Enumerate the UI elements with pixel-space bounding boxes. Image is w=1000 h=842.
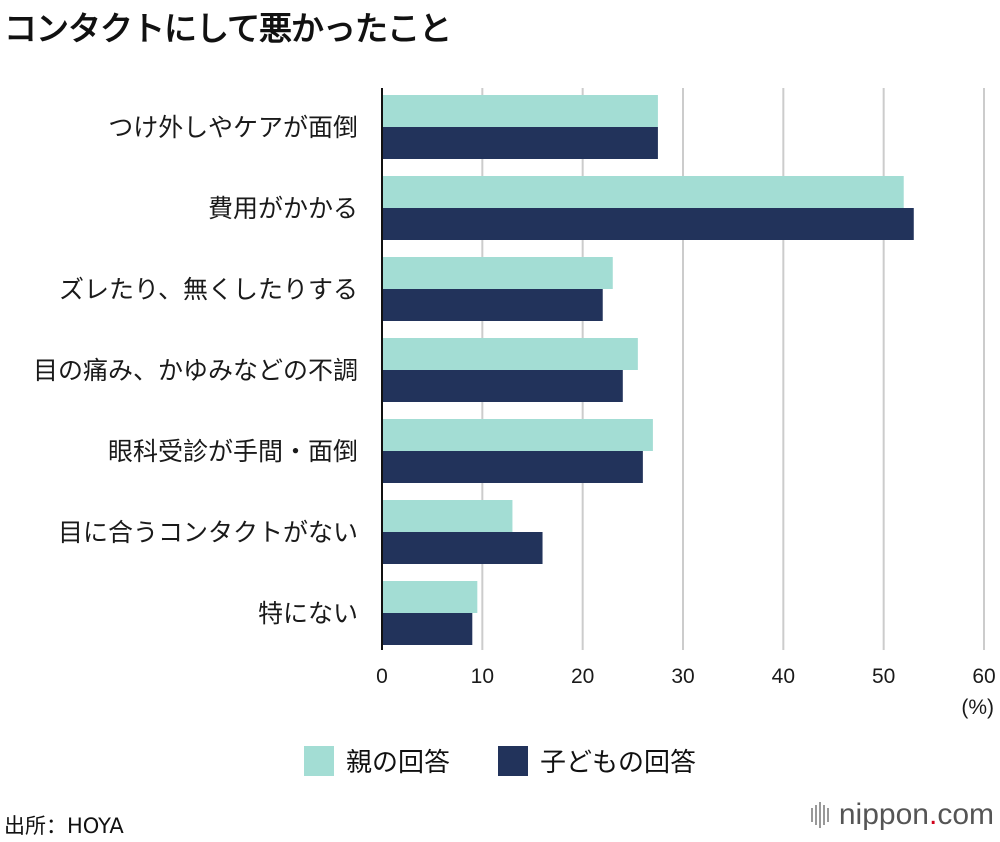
bar-parent-6 — [382, 581, 478, 613]
bar-child-3 — [382, 370, 623, 402]
x-unit-label: (%) — [961, 696, 994, 719]
category-label-3: 目の痛み、かゆみなどの不調 — [33, 356, 358, 385]
x-tick-label-40: 40 — [772, 665, 795, 688]
category-label-6: 特にない — [258, 599, 358, 628]
category-label-1: 費用がかかる — [208, 194, 358, 223]
logo-bars-icon — [810, 802, 829, 828]
category-label-0: つけ外しやケアが面倒 — [108, 113, 358, 142]
x-tick-label-60: 60 — [972, 665, 995, 688]
category-label-4: 眼科受診が手間・面倒 — [108, 437, 358, 466]
bar-parent-4 — [382, 419, 653, 451]
category-label-2: ズレたり、無くしたりする — [59, 275, 358, 304]
bar-parent-1 — [382, 176, 904, 208]
bar-parent-2 — [382, 257, 613, 289]
x-tick-label-50: 50 — [872, 665, 895, 688]
x-tick-label-30: 30 — [671, 665, 694, 688]
bar-parent-0 — [382, 95, 658, 127]
legend-item-parent: 親の回答 — [303, 742, 450, 779]
legend-item-child: 子どもの回答 — [498, 742, 696, 779]
bar-child-0 — [382, 127, 658, 159]
bar-child-2 — [382, 289, 603, 321]
bar-child-6 — [382, 613, 473, 645]
legend-label-parent: 親の回答 — [345, 748, 450, 778]
chart-title: コンタクトにして悪かったこと — [4, 9, 452, 48]
bar-parent-3 — [382, 338, 638, 370]
bar-child-4 — [382, 451, 643, 483]
bar-parent-5 — [382, 500, 513, 532]
bar-child-1 — [382, 208, 914, 240]
category-label-5: 目に合うコンタクトがない — [58, 518, 358, 547]
x-tick-label-10: 10 — [471, 665, 494, 688]
x-tick-label-20: 20 — [571, 665, 594, 688]
legend: 親の回答 子どもの回答 — [0, 742, 1000, 779]
logo-suffix: com — [937, 798, 994, 831]
legend-swatch-parent — [303, 745, 334, 776]
bar-child-5 — [382, 532, 543, 564]
logo-dot: . — [928, 798, 938, 831]
logo-main: nippon — [838, 798, 929, 831]
x-tick-label-0: 0 — [376, 665, 388, 688]
nippon-logo: nippon. com — [810, 798, 994, 832]
source-note: 出所：HOYA — [4, 814, 124, 838]
legend-swatch-child — [498, 745, 528, 776]
legend-label-child: 子どもの回答 — [540, 748, 697, 778]
